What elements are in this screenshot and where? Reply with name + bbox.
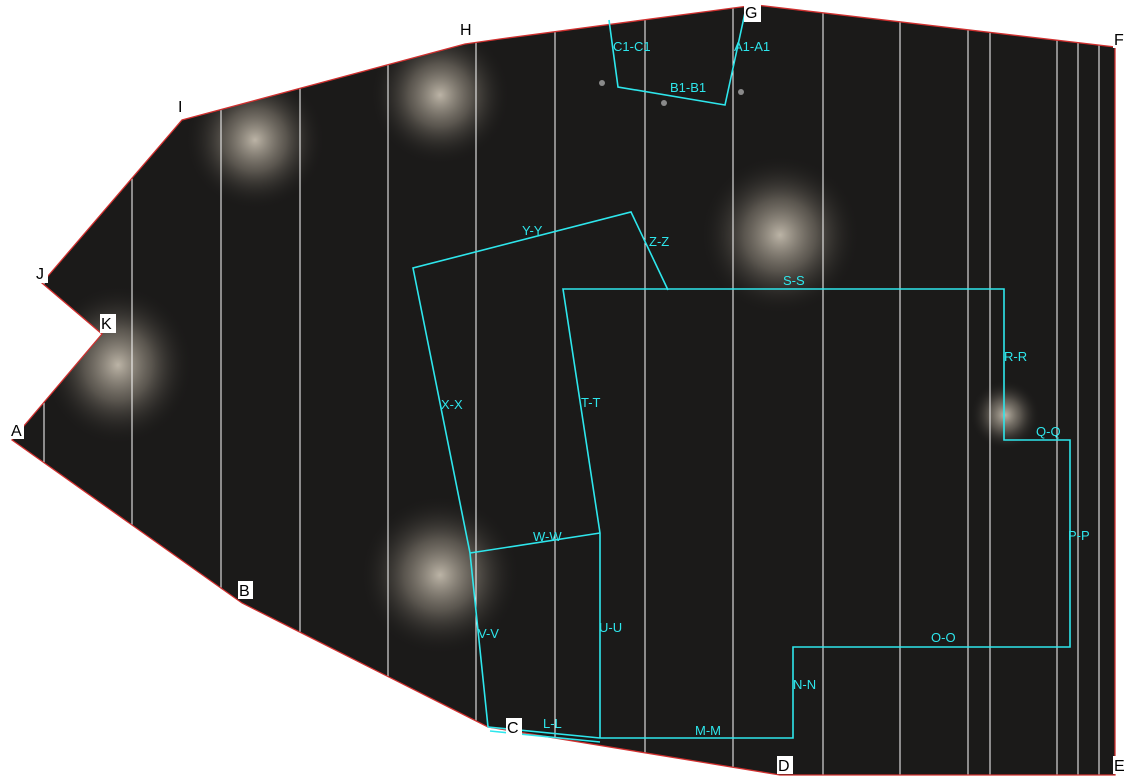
vertex-labels: A B C D E F G H [10,3,1128,775]
svg-text:D: D [778,758,790,775]
segment-label: L-L [543,716,562,731]
light-glow [43,285,193,445]
svg-text:A: A [11,423,22,440]
segment-label: B1-B1 [670,80,706,95]
segment-label: W-W [533,529,562,544]
segment-label: R-R [1004,349,1027,364]
svg-text:H: H [460,22,472,39]
zone-divider-w [469,532,601,554]
vertex-label-h: H [459,20,475,39]
svg-text:C: C [507,720,519,737]
vertex-label-f: F [1113,30,1127,49]
light-glow [970,380,1040,450]
segment-label: C1-C1 [613,39,651,54]
segment-labels: C1-C1 A1-A1 B1-B1 Y-Y Z-Z S-S R-R Q-Q P-… [441,39,1090,738]
vertex-label-b: B [238,581,253,600]
segment-label: S-S [783,273,805,288]
segment-label: T-T [581,395,601,410]
segment-label: V-V [478,626,499,641]
svg-text:I: I [178,99,182,116]
zone-left [412,211,669,728]
marker-dot [599,80,605,86]
vertex-label-c: C [506,718,522,737]
svg-text:E: E [1114,758,1125,775]
svg-text:G: G [745,5,757,22]
svg-text:J: J [36,266,44,283]
marker-dot [738,89,744,95]
svg-text:F: F [1114,32,1124,49]
vertex-label-k: K [100,314,116,333]
segment-label: Q-Q [1036,424,1061,439]
svg-text:K: K [101,316,112,333]
zone-right [487,288,1071,739]
segment-label: P-P [1068,528,1090,543]
segment-label: O-O [931,630,956,645]
segment-label: X-X [441,397,463,412]
vertex-label-d: D [777,756,793,775]
vertex-label-a: A [10,421,24,440]
svg-text:B: B [239,583,250,600]
segment-label: Z-Z [649,234,669,249]
light-glow [700,155,860,315]
vertex-label-g: G [744,3,761,22]
segment-label: N-N [793,677,816,692]
segment-label: Y-Y [522,223,543,238]
light-glow [370,25,510,165]
vertex-label-e: E [1113,756,1128,775]
zone-top-cut [608,7,747,106]
light-glow [185,70,325,210]
segment-label: U-U [599,620,622,635]
segment-label: A1-A1 [734,39,770,54]
vertex-label-i: I [177,97,187,116]
light-glow [360,495,520,655]
marker-dot [661,100,667,106]
segment-label: M-M [695,723,721,738]
vertex-label-j: J [35,264,48,283]
